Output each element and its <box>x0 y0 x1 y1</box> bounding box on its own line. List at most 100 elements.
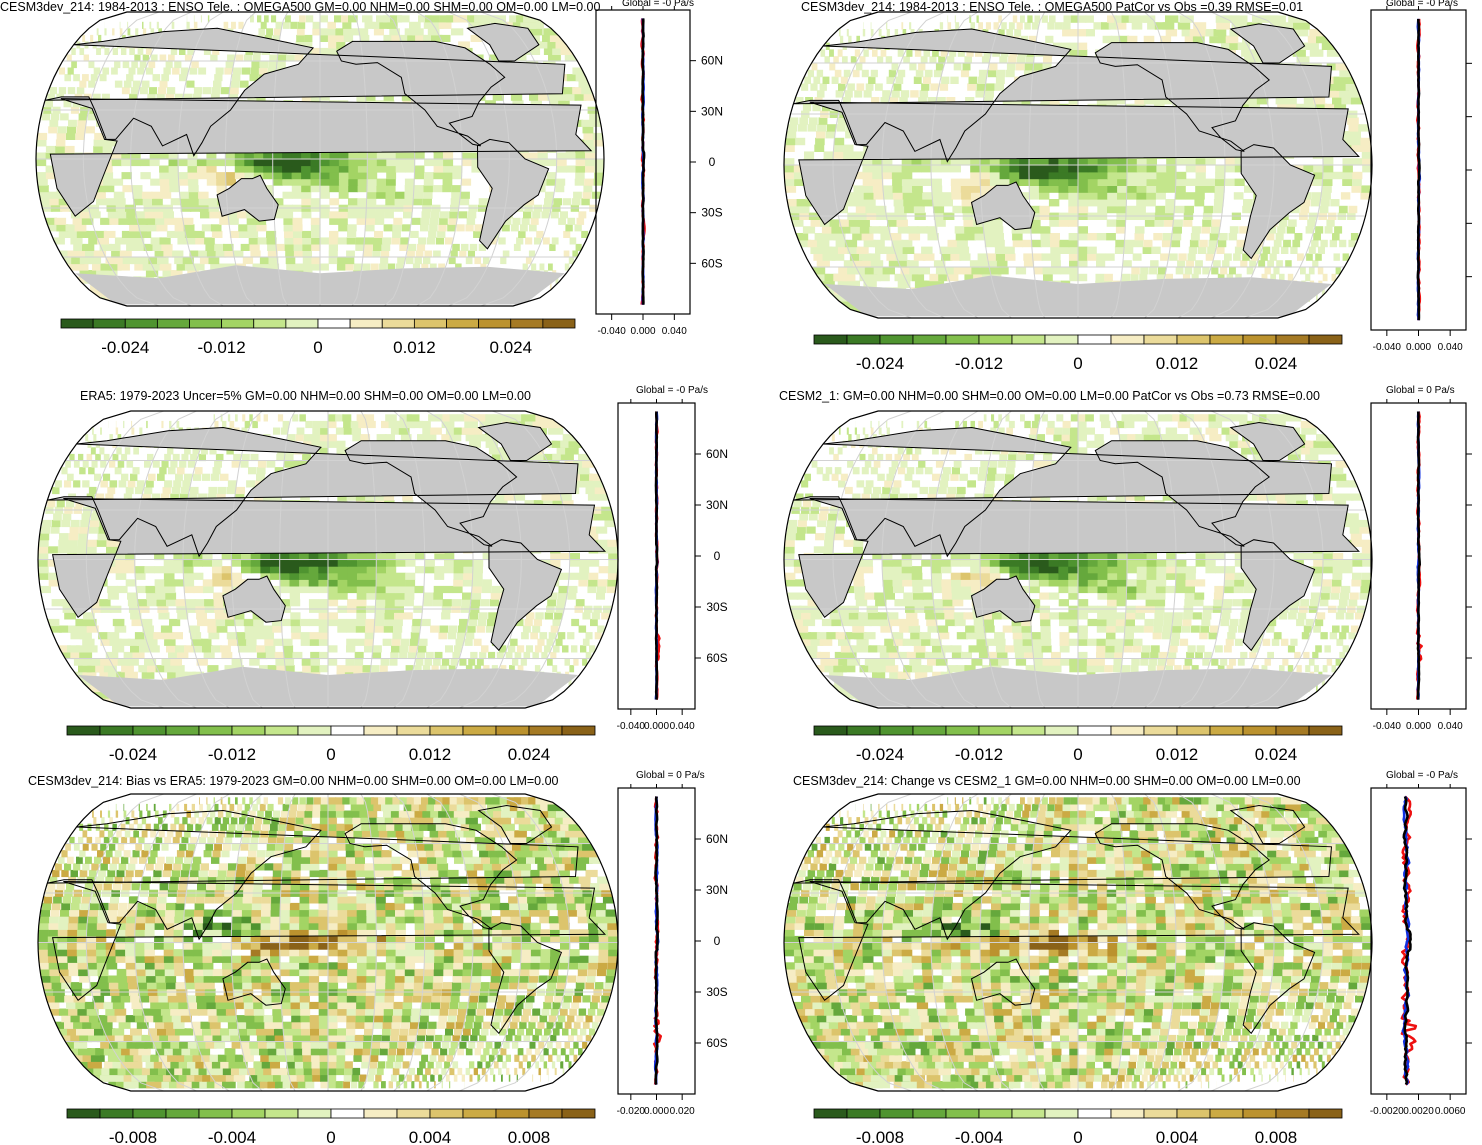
field-cell <box>404 585 415 594</box>
field-cell <box>602 513 615 521</box>
field-cell <box>254 632 265 640</box>
field-cell <box>318 618 329 627</box>
field-cell <box>172 250 184 258</box>
field-cell <box>1058 171 1069 180</box>
field-cell <box>58 625 72 633</box>
field-cell <box>312 21 321 29</box>
field-cell <box>1040 233 1051 241</box>
field-cell <box>372 651 382 660</box>
field-cell <box>878 226 891 234</box>
field-cell <box>886 253 899 261</box>
field-cell <box>308 559 319 567</box>
field-cell <box>922 76 931 84</box>
field-cell <box>1078 185 1089 193</box>
field-cell <box>347 572 358 580</box>
field-cell <box>329 217 339 225</box>
field-cell <box>385 191 396 199</box>
field-cell <box>532 211 541 219</box>
field-cell <box>116 671 130 679</box>
field-cell <box>73 658 88 666</box>
field-cell <box>285 15 291 23</box>
field-cell <box>856 35 860 44</box>
field-cell <box>434 651 443 660</box>
field-cell <box>400 237 409 245</box>
field-cell <box>395 159 406 167</box>
field-cell <box>1166 158 1177 166</box>
field-cell <box>1220 267 1228 275</box>
field-cell <box>477 618 487 627</box>
field-cell <box>1194 199 1205 207</box>
field-cell <box>104 28 107 36</box>
field-cell <box>135 572 146 580</box>
field-cell <box>1009 171 1020 180</box>
field-cell <box>207 15 210 23</box>
field-cell <box>63 100 72 108</box>
field-cell <box>1320 199 1330 207</box>
field-cell <box>366 585 377 594</box>
field-cell <box>165 592 177 600</box>
field-cell <box>186 237 198 245</box>
field-cell <box>548 592 558 600</box>
field-cell <box>1127 35 1138 44</box>
profile-ytick-label: 30N <box>701 104 723 118</box>
field-cell <box>1051 260 1061 268</box>
field-cell <box>1055 22 1063 30</box>
field-cell <box>1339 69 1353 78</box>
field-cell <box>859 253 872 261</box>
field-cell <box>973 273 985 282</box>
field-cell <box>379 263 387 271</box>
field-cell <box>523 15 544 23</box>
field-cell <box>853 185 865 193</box>
field-cell <box>978 260 990 268</box>
field-cell <box>856 63 863 71</box>
field-cell <box>244 159 255 167</box>
field-cell <box>1234 165 1246 173</box>
field-cell <box>391 34 402 42</box>
field-cell <box>1108 22 1119 30</box>
map-border <box>783 11 1373 319</box>
field-cell <box>913 199 924 207</box>
field-cell <box>1078 15 1087 23</box>
field-cell <box>1069 267 1079 275</box>
field-cell <box>328 47 338 55</box>
field-cell <box>320 237 330 245</box>
field-cell <box>375 211 385 219</box>
field-cell <box>431 21 444 29</box>
field-cell <box>365 217 376 225</box>
field-cell <box>461 243 469 251</box>
field-cell <box>933 260 946 268</box>
field-cell <box>273 638 284 646</box>
field-cell <box>208 257 220 265</box>
field-cell <box>123 237 136 245</box>
field-cell <box>445 645 453 653</box>
field-cell <box>203 47 211 55</box>
field-cell <box>185 599 196 607</box>
field-cell <box>347 566 358 574</box>
field-cell <box>845 199 857 207</box>
field-cell <box>1068 165 1079 173</box>
field-cell <box>1116 205 1127 214</box>
field-cell <box>203 585 214 594</box>
colorbar-swatch <box>413 318 447 329</box>
field-cell <box>216 185 227 193</box>
field-cell <box>328 243 338 251</box>
field-cell <box>509 665 515 673</box>
field-cell <box>950 178 962 186</box>
field-cell <box>1146 192 1157 200</box>
field-cell <box>270 559 281 567</box>
field-cell <box>1321 287 1325 295</box>
field-cell <box>575 152 586 160</box>
field-cell <box>607 572 618 580</box>
field-cell <box>184 263 197 271</box>
field-cell <box>275 658 286 666</box>
field-cell <box>124 671 138 679</box>
field-cell <box>85 230 98 238</box>
land-south-america <box>477 139 549 249</box>
field-cell <box>970 165 981 173</box>
field-cell <box>964 56 972 64</box>
field-cell <box>980 158 991 166</box>
field-cell <box>383 493 395 501</box>
field-cell <box>41 113 50 121</box>
field-cell <box>537 152 548 160</box>
